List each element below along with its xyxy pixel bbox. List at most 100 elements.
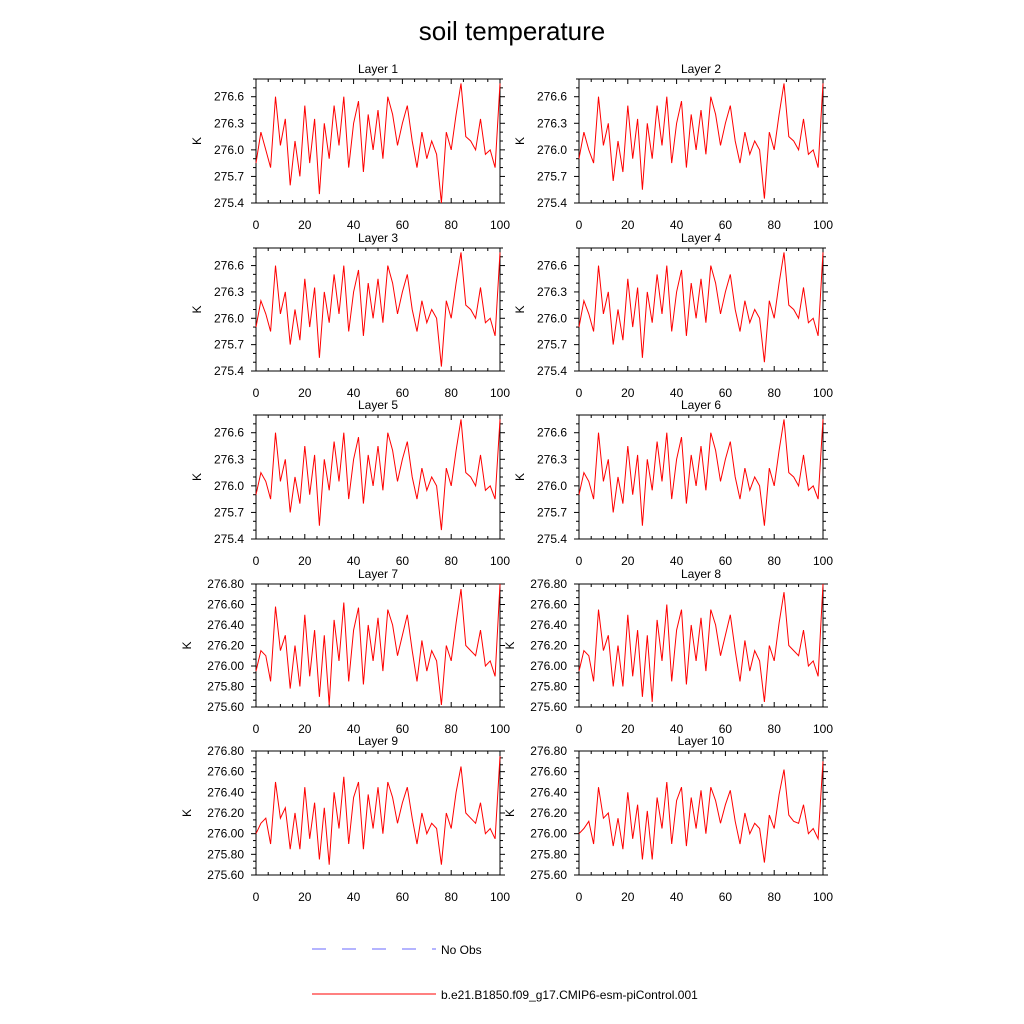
x-tick-label: 0 xyxy=(576,386,583,400)
x-tick-label: 80 xyxy=(768,218,782,232)
panel-layer-6: Layer 6 K 0 20 40 60 80 100 275.4 275.7 276.0 276.3… xyxy=(513,398,833,568)
y-tick-label: 276.3 xyxy=(537,452,567,466)
x-tick-label: 100 xyxy=(490,218,510,232)
plot-frame xyxy=(578,247,824,372)
x-tick-label: 20 xyxy=(621,722,635,736)
y-axis-label: K xyxy=(513,473,527,481)
y-tick-label: 275.60 xyxy=(530,700,567,714)
y-tick-label: 276.40 xyxy=(530,618,567,632)
x-tick-label: 60 xyxy=(719,218,733,232)
y-tick-label: 276.6 xyxy=(537,426,567,440)
x-tick-label: 60 xyxy=(396,890,410,904)
y-tick-label: 276.6 xyxy=(214,90,244,104)
y-tick-label: 275.7 xyxy=(537,169,567,183)
panel-layer-4: Layer 4 K 0 20 40 60 80 100 275.4 275.7 276.0 276.3… xyxy=(513,231,833,400)
x-tick-label: 0 xyxy=(253,386,260,400)
panel-title: Layer 3 xyxy=(358,231,398,245)
y-tick-label: 275.80 xyxy=(530,847,567,861)
x-tick-label: 80 xyxy=(768,890,782,904)
y-tick-label: 276.3 xyxy=(537,285,567,299)
x-tick-label: 80 xyxy=(768,722,782,736)
x-tick-label: 100 xyxy=(813,386,833,400)
panel-layer-1: Layer 1 K 0 20 40 60 80 100 275.4 275.7 276.0 276.3… xyxy=(190,62,510,232)
x-tick-label: 0 xyxy=(576,890,583,904)
y-tick-label: 276.80 xyxy=(530,744,567,758)
y-tick-label: 275.4 xyxy=(214,364,244,378)
x-tick-label: 40 xyxy=(347,218,361,232)
x-tick-label: 100 xyxy=(490,554,510,568)
x-tick-label: 0 xyxy=(576,722,583,736)
y-tick-label: 276.3 xyxy=(537,116,567,130)
y-tick-label: 276.0 xyxy=(537,479,567,493)
panel-layer-7: Layer 7 K 0 20 40 60 80 100 275.60 275.80 276.00 27… xyxy=(180,567,510,736)
x-tick-label: 60 xyxy=(719,386,733,400)
y-tick-label: 276.0 xyxy=(537,311,567,325)
x-tick-label: 20 xyxy=(298,218,312,232)
plot-frame xyxy=(578,78,824,204)
y-axis-label: K xyxy=(180,809,194,817)
y-tick-label: 275.4 xyxy=(537,532,567,546)
y-tick-label: 276.00 xyxy=(207,659,244,673)
y-tick-label: 276.60 xyxy=(207,598,244,612)
panel-layer-8: Layer 8 K 0 20 40 60 80 100 275.60 275.80 276.00 27… xyxy=(503,567,833,736)
panel-title: Layer 8 xyxy=(681,567,721,581)
y-tick-label: 275.80 xyxy=(207,847,244,861)
series-line xyxy=(255,583,501,706)
x-tick-label: 20 xyxy=(621,890,635,904)
panel-title: Layer 2 xyxy=(681,62,721,76)
y-tick-label: 275.60 xyxy=(207,868,244,882)
series-line xyxy=(578,83,824,199)
x-tick-label: 40 xyxy=(347,554,361,568)
y-tick-label: 275.4 xyxy=(537,196,567,210)
y-axis-label: K xyxy=(190,305,204,313)
series-line xyxy=(578,419,824,526)
y-tick-label: 276.20 xyxy=(530,806,567,820)
plot-frame xyxy=(255,78,501,204)
y-tick-label: 276.3 xyxy=(214,285,244,299)
x-tick-label: 100 xyxy=(813,554,833,568)
y-axis-label: K xyxy=(190,137,204,145)
plot-frame xyxy=(578,750,824,876)
y-tick-label: 276.80 xyxy=(207,577,244,591)
y-tick-label: 276.6 xyxy=(537,90,567,104)
y-tick-label: 275.4 xyxy=(214,196,244,210)
panel-layer-2: Layer 2 K 0 20 40 60 80 100 275.4 275.7 276.0 276.3… xyxy=(513,62,833,232)
y-tick-label: 275.4 xyxy=(537,364,567,378)
x-tick-label: 40 xyxy=(670,554,684,568)
y-tick-label: 275.7 xyxy=(214,338,244,352)
panel-layer-5: Layer 5 K 0 20 40 60 80 100 275.4 275.7 276.0 276.3… xyxy=(190,398,510,568)
legend-obs-label: No Obs xyxy=(441,943,482,957)
panel-title: Layer 1 xyxy=(358,62,398,76)
x-tick-label: 40 xyxy=(670,386,684,400)
x-tick-label: 0 xyxy=(253,554,260,568)
plot-frame xyxy=(255,414,501,540)
x-tick-label: 100 xyxy=(490,722,510,736)
y-tick-label: 275.4 xyxy=(214,532,244,546)
series-line xyxy=(255,83,501,204)
x-tick-label: 40 xyxy=(670,890,684,904)
y-tick-label: 276.20 xyxy=(207,806,244,820)
y-axis-label: K xyxy=(180,641,194,649)
x-tick-label: 80 xyxy=(445,386,459,400)
x-tick-label: 20 xyxy=(621,554,635,568)
y-tick-label: 275.7 xyxy=(214,169,244,183)
panels-grid: Layer 1 K 0 20 40 60 80 100 275.4 275.7 276.0 276.3… xyxy=(180,62,833,904)
series-line xyxy=(255,252,501,367)
x-tick-label: 40 xyxy=(347,386,361,400)
x-tick-label: 80 xyxy=(768,554,782,568)
x-tick-label: 20 xyxy=(298,554,312,568)
y-tick-label: 276.0 xyxy=(537,143,567,157)
panel-title: Layer 9 xyxy=(358,734,398,748)
y-tick-label: 275.80 xyxy=(530,680,567,694)
panel-title: Layer 7 xyxy=(358,567,398,581)
y-axis-label: K xyxy=(503,809,517,817)
y-tick-label: 276.20 xyxy=(530,639,567,653)
series-line xyxy=(255,419,501,531)
x-tick-label: 60 xyxy=(719,722,733,736)
x-tick-label: 60 xyxy=(396,722,410,736)
y-tick-label: 276.40 xyxy=(530,785,567,799)
x-tick-label: 0 xyxy=(253,722,260,736)
x-tick-label: 0 xyxy=(253,890,260,904)
panel-layer-10: Layer 10 K 0 20 40 60 80 100 275.60 275.80 276.00 2… xyxy=(503,734,833,904)
